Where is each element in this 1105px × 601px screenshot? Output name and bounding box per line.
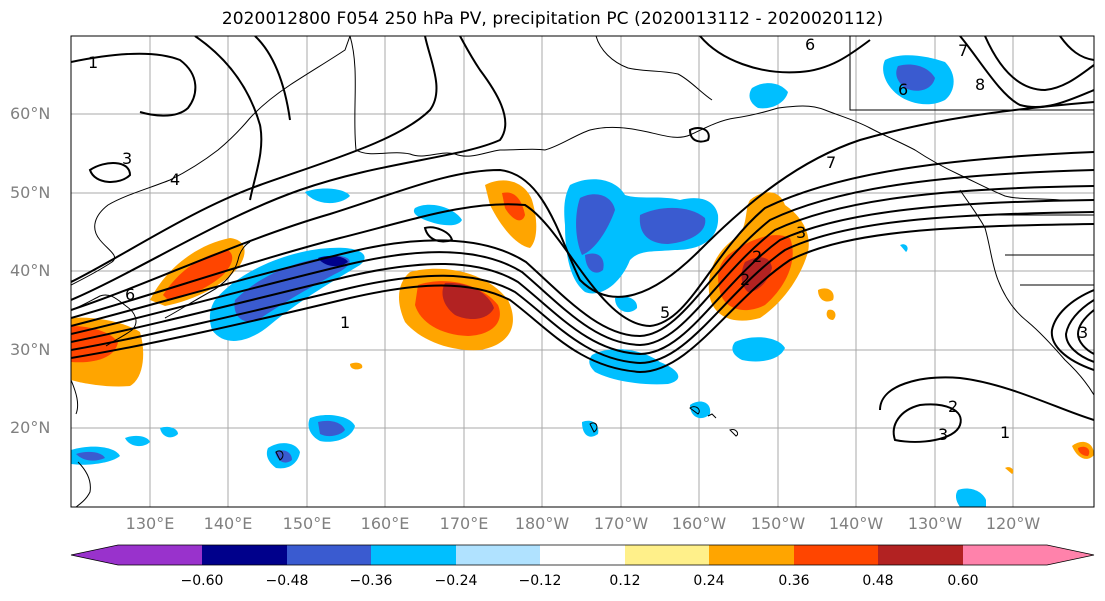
lon-label: 130°E [125, 514, 175, 533]
contour-label: 8 [975, 75, 985, 94]
contour-label: 6 [125, 285, 135, 304]
lon-label: 150°W [750, 514, 806, 533]
lon-label: 140°E [203, 514, 253, 533]
pv-contours [71, 36, 1094, 443]
colorbar-segment [118, 545, 202, 565]
lon-label: 160°E [360, 514, 410, 533]
lon-label: 170°E [439, 514, 489, 533]
contour-label: 6 [898, 80, 908, 99]
lat-label: 30°N [10, 340, 51, 359]
contour-label: 1 [88, 53, 98, 72]
contour-label: 4 [170, 170, 180, 189]
colorbar-segment [963, 545, 1047, 565]
colorbar-segment [540, 545, 625, 565]
contour-label: 7 [826, 153, 836, 172]
colorbar-segment [878, 545, 963, 565]
map-frame [70, 35, 1095, 508]
lon-label: 150°E [282, 514, 332, 533]
contour-label: 2 [752, 247, 762, 266]
lon-label: 130°W [907, 514, 963, 533]
lat-label: 20°N [10, 418, 51, 437]
contour-label: 2 [740, 270, 750, 289]
colorbar-segment [287, 545, 371, 565]
lon-label: 120°W [985, 514, 1041, 533]
colorbar [70, 544, 1095, 566]
colorbar-segment [625, 545, 709, 565]
colorbar-extend-max [1047, 545, 1094, 565]
colorbar-extend-min [71, 545, 118, 565]
lon-label: 170°W [593, 514, 649, 533]
colorbar-outline [70, 544, 1095, 566]
colorbar-tick-label: 0.48 [862, 573, 894, 589]
contour-label: 1 [340, 313, 350, 332]
contour-label: 2 [948, 397, 958, 416]
lat-label: 60°N [10, 104, 51, 123]
contour-label: 1 [1000, 423, 1010, 442]
colorbar-segment [202, 545, 287, 565]
colorbar-segment [371, 545, 456, 565]
colorbar-segment [709, 545, 794, 565]
contour-label: 3 [122, 149, 132, 168]
lat-label: 40°N [10, 261, 51, 280]
colorbar-tick-label: −0.12 [518, 573, 562, 589]
colorbar-segment [456, 545, 540, 565]
contour-label: 3 [796, 223, 806, 242]
colorbar-tick-label: 0.60 [947, 573, 979, 589]
lon-label: 140°W [828, 514, 884, 533]
colorbar-tick-label: 0.24 [693, 573, 725, 589]
colorbar-tick-label: 0.12 [609, 573, 641, 589]
map-title: 2020012800 F054 250 hPa PV, precipitatio… [221, 9, 884, 29]
lon-label: 160°W [671, 514, 727, 533]
colorbar-tick-label: −0.48 [265, 573, 309, 589]
colorbar-tick-label: 0.36 [778, 573, 810, 589]
colorbar-segment [794, 545, 878, 565]
colorbar-tick-label: −0.60 [180, 573, 224, 589]
contour-label: 3 [938, 425, 948, 444]
colorbar-tick-label: −0.24 [434, 573, 478, 589]
lat-label: 50°N [10, 183, 51, 202]
colorbar-tick-label: −0.36 [349, 573, 393, 589]
contour-label: 7 [958, 41, 968, 60]
contour-label: 3 [1078, 323, 1088, 342]
contour-label: 5 [660, 303, 670, 322]
lon-label: 180°W [514, 514, 570, 533]
contour-label: 6 [805, 35, 815, 54]
